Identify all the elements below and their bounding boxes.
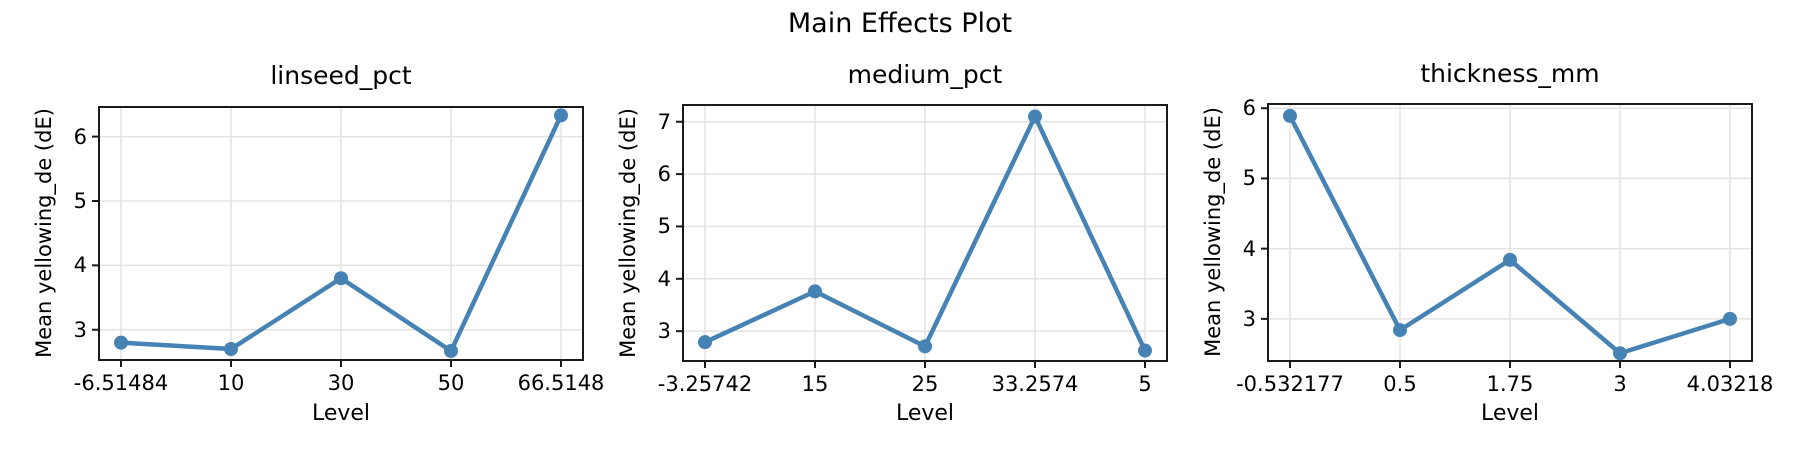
- y-tick-label: 3: [1242, 306, 1256, 331]
- x-tick-label: 0.5: [1383, 372, 1417, 396]
- data-point-marker: [1503, 252, 1517, 267]
- y-tick-label: 6: [73, 124, 87, 149]
- data-point-marker: [1138, 343, 1152, 358]
- data-point-marker: [444, 343, 458, 358]
- x-axis-label: Level: [1480, 401, 1540, 426]
- data-point-marker: [1283, 108, 1297, 123]
- subplot-title-thickness-mm: thickness_mm: [1420, 59, 1600, 88]
- subplot-title-linseed-pct: linseed_pct: [270, 61, 412, 90]
- x-tick-label: 15: [801, 372, 829, 396]
- data-point-marker: [114, 335, 128, 350]
- y-tick-label: 6: [1242, 96, 1256, 121]
- x-tick-label: 3: [1613, 372, 1627, 396]
- data-point-marker: [1723, 311, 1737, 326]
- data-point-marker: [334, 271, 348, 286]
- x-tick-label: -3.25742: [657, 372, 753, 396]
- data-point-marker: [1393, 323, 1407, 338]
- x-tick-label: -0.532177: [1236, 372, 1344, 396]
- x-tick-label: 10: [217, 371, 245, 395]
- data-point-marker: [554, 108, 568, 123]
- x-axis-label: Level: [311, 401, 371, 426]
- y-tick-label: 4: [657, 266, 671, 291]
- figure-title: Main Effects Plot: [787, 8, 1013, 39]
- x-tick-label: 25: [911, 372, 939, 396]
- y-tick-label: 5: [1242, 166, 1256, 191]
- data-point-marker: [698, 335, 712, 350]
- x-tick-label: 30: [327, 371, 355, 395]
- x-tick-label: 50: [437, 371, 465, 395]
- y-tick-label: 3: [73, 317, 87, 342]
- data-point-marker: [224, 342, 238, 357]
- y-tick-label: 4: [73, 253, 87, 278]
- x-tick-label: -6.51484: [73, 371, 169, 395]
- x-tick-label: 33.2574: [991, 372, 1079, 396]
- x-tick-label: 4.03218: [1686, 372, 1774, 396]
- y-tick-label: 5: [657, 214, 671, 239]
- x-tick-label: 5: [1138, 372, 1152, 396]
- data-point-marker: [1613, 346, 1627, 361]
- y-tick-label: 6: [657, 162, 671, 187]
- x-tick-label: 1.75: [1486, 372, 1534, 396]
- x-tick-label: 66.5148: [517, 371, 605, 395]
- y-tick-label: 7: [657, 109, 671, 134]
- data-point-marker: [918, 339, 932, 354]
- y-tick-label: 3: [657, 319, 671, 344]
- x-axis-label: Level: [895, 401, 955, 426]
- y-tick-label: 5: [73, 188, 87, 213]
- data-point-marker: [808, 284, 822, 299]
- subplot-title-medium-pct: medium_pct: [847, 60, 1003, 89]
- y-tick-label: 4: [1242, 236, 1256, 261]
- data-point-marker: [1028, 109, 1042, 124]
